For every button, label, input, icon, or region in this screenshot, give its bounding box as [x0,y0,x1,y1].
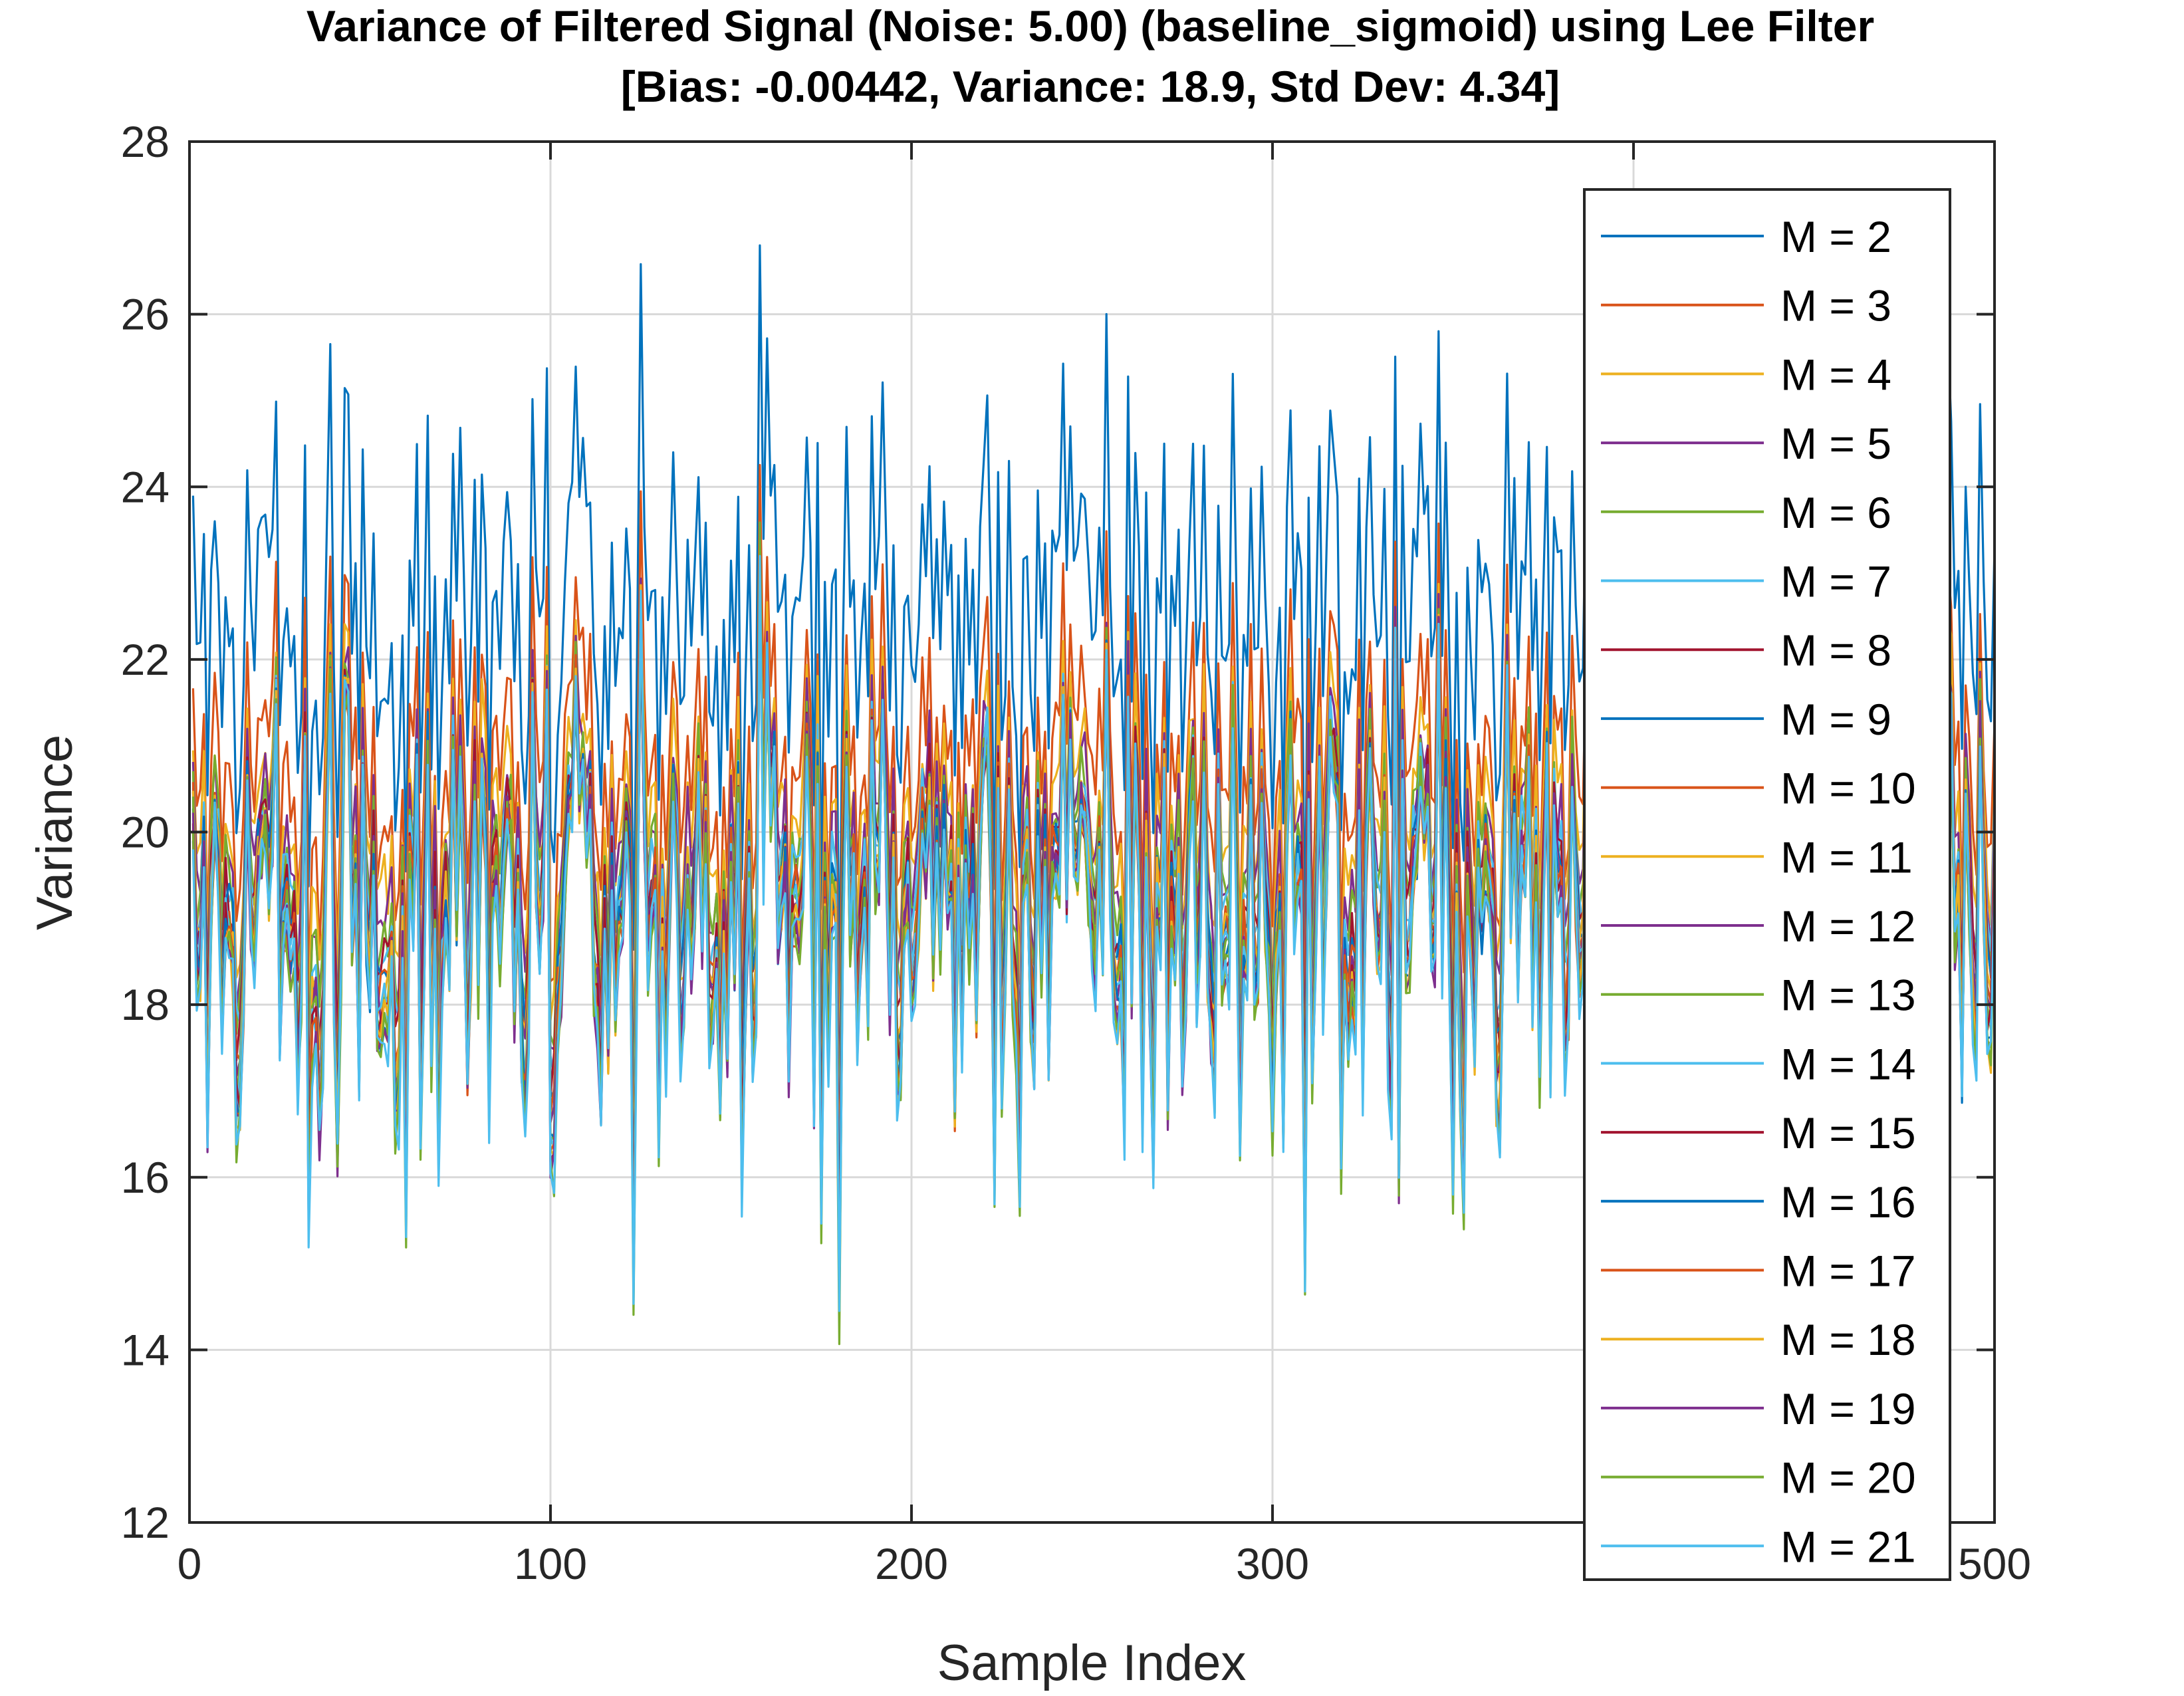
legend-entry: M = 6 [1780,488,1891,537]
y-tick-label: 20 [121,808,170,857]
legend: M = 2 M = 3 M = 4 M = 5 M = 6 M = 7 M = 8 M = 9… [1583,188,1951,1581]
axis-tick-labels: 0100200300400500121416182022242628 [121,117,2031,1588]
x-tick-label: 0 [178,1539,202,1588]
y-tick-label: 18 [121,980,170,1029]
legend-entry: M = 3 [1780,281,1891,330]
y-tick-label: 12 [121,1498,170,1547]
y-tick-label: 22 [121,635,170,684]
legend-entry: M = 16 [1780,1177,1916,1227]
legend-entry: M = 10 [1780,764,1916,813]
y-tick-label: 16 [121,1153,170,1202]
legend-entry: M = 2 [1780,212,1891,261]
legend-entry: M = 4 [1780,350,1891,399]
y-tick-label: 24 [121,462,170,511]
legend-entry: M = 15 [1780,1108,1916,1157]
legend-entry: M = 12 [1780,902,1916,951]
legend-entry: M = 17 [1780,1247,1916,1296]
y-tick-label: 28 [121,117,170,166]
legend-entry: M = 18 [1780,1315,1916,1364]
legend-entry: M = 21 [1780,1522,1916,1571]
y-tick-label: 14 [121,1325,170,1374]
legend-entry: M = 9 [1780,695,1891,744]
legend-entry: M = 5 [1780,419,1891,468]
legend-entry: M = 11 [1780,832,1913,882]
x-axis-label: Sample Index [937,1635,1247,1691]
x-tick-label: 100 [514,1539,587,1588]
y-axis-label: Variance [27,735,83,930]
x-tick-label: 200 [875,1539,948,1588]
legend-entry: M = 13 [1780,971,1916,1020]
legend-entry: M = 14 [1780,1039,1916,1088]
legend-entry: M = 20 [1780,1453,1916,1503]
x-tick-label: 500 [1958,1539,2031,1588]
chart-title: Variance of Filtered Signal (Noise: 5.00… [306,1,1874,51]
x-tick-label: 300 [1236,1539,1309,1588]
legend-entry: M = 8 [1780,626,1891,675]
legend-box [1583,188,1951,1581]
legend-entry: M = 19 [1780,1384,1916,1433]
y-tick-label: 26 [121,290,170,339]
chart-subtitle: [Bias: -0.00442, Variance: 18.9, Std Dev… [621,62,1560,111]
legend-entry: M = 7 [1780,557,1891,606]
